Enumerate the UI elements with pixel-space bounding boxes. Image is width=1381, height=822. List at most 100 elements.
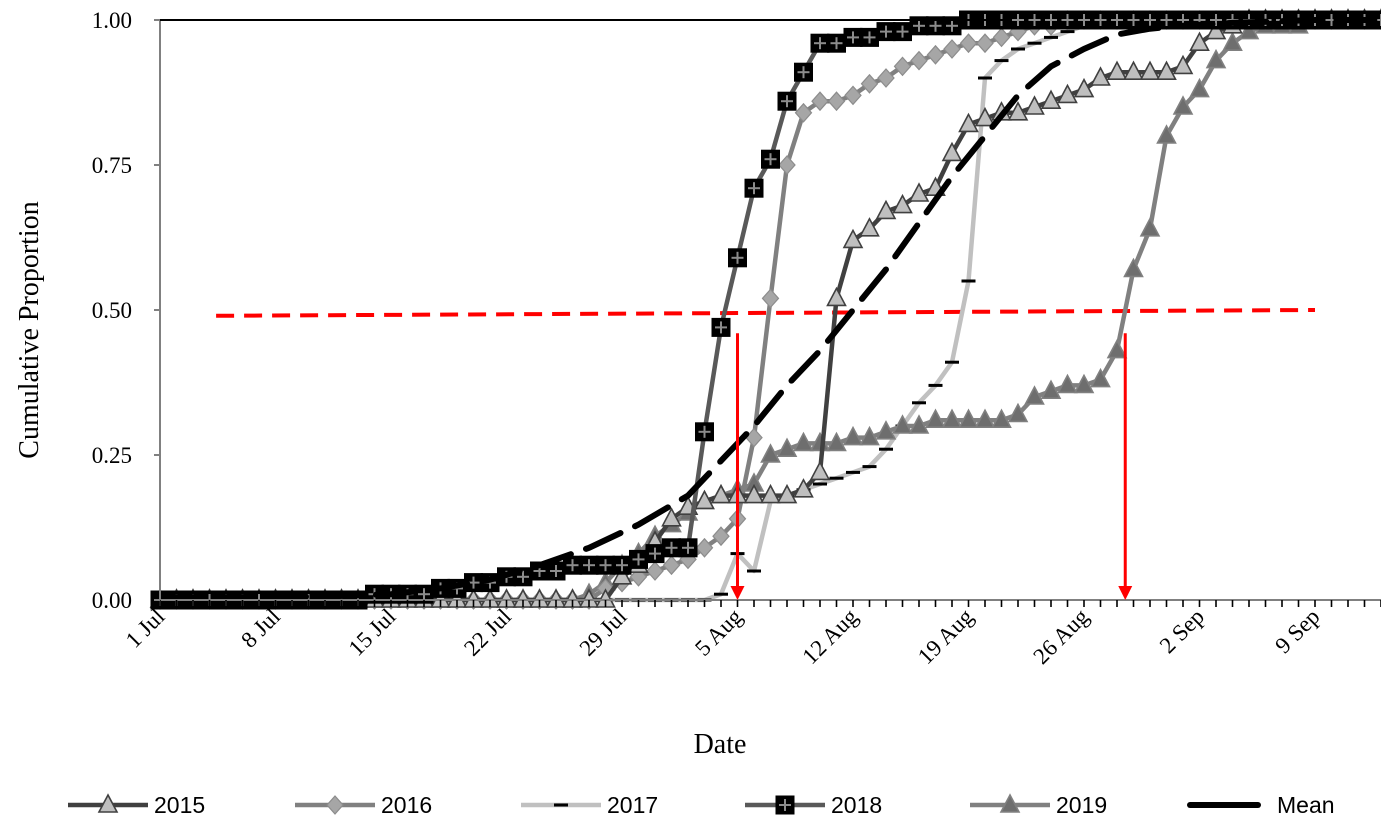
series-point: [842, 228, 864, 249]
series-point: [1073, 77, 1095, 98]
legend-label: 2016: [381, 792, 432, 818]
series-point: [662, 555, 681, 576]
x-tick-label: 12 Aug: [797, 604, 862, 669]
series-point: [1123, 60, 1144, 80]
series-point: [992, 27, 1011, 48]
legend-label: 2019: [1056, 792, 1107, 818]
y-axis-title: Cumulative Proportion: [14, 201, 45, 458]
legend-item-2018: 2018: [745, 792, 882, 818]
series-point: [908, 414, 930, 434]
series-point: [976, 33, 994, 54]
series-point: [991, 408, 1012, 429]
series-point: [875, 420, 897, 440]
median-arrow: [730, 333, 745, 600]
series-point: [793, 478, 814, 498]
series-point: [809, 460, 831, 481]
series-point: [811, 91, 829, 112]
arrow-head: [1118, 586, 1133, 600]
x-tick-label: 9 Sep: [1270, 604, 1324, 658]
series-line: [157, 17, 1381, 601]
legend-label: 2017: [607, 792, 658, 818]
legend-label: 2015: [154, 792, 205, 818]
arrow-head: [730, 586, 745, 600]
series-point: [611, 565, 633, 585]
series-point: [1073, 373, 1095, 394]
y-tick-label: 0.75: [92, 153, 132, 178]
x-tick-label: 5 Aug: [690, 604, 747, 661]
series-point: [941, 141, 963, 162]
series-point: [778, 155, 796, 175]
series-point: [1090, 367, 1111, 388]
series-point: [859, 217, 880, 237]
arrows-layer: [730, 333, 1133, 600]
series-point: [1024, 95, 1045, 115]
series-mean: [157, 17, 1381, 601]
series-point: [1238, 19, 1260, 40]
series-point: [958, 112, 979, 133]
series-point: [1057, 373, 1078, 394]
series-point: [958, 408, 979, 429]
x-tick-label: 26 Aug: [1028, 604, 1093, 669]
series-point: [1090, 66, 1111, 86]
series-point: [859, 425, 880, 446]
series-point: [1172, 95, 1194, 115]
series-point: [1007, 101, 1029, 121]
series-point: [1123, 257, 1144, 278]
series-point: [97, 793, 119, 813]
series-point: [743, 483, 765, 504]
series-point: [326, 795, 344, 815]
series-point: [760, 443, 781, 463]
x-tick-label: 29 Jul: [575, 604, 632, 661]
legend-item-mean: Mean: [1187, 792, 1335, 818]
series-point: [908, 182, 930, 202]
series-point: [1189, 77, 1210, 98]
series-point: [1189, 31, 1210, 52]
series-point: [761, 288, 780, 309]
series-point: [844, 85, 862, 106]
series-point: [1139, 60, 1161, 80]
series-point: [695, 537, 714, 558]
legend-item-2016: 2016: [295, 792, 432, 818]
x-axis-title: Date: [694, 729, 747, 760]
series-point: [694, 489, 715, 510]
y-tick-label: 0.50: [92, 298, 132, 323]
series-point: [959, 33, 978, 54]
series-point: [794, 102, 813, 123]
legend-item-2015: 2015: [68, 792, 205, 818]
series-point: [910, 50, 928, 71]
series-point: [1172, 54, 1194, 75]
series-point: [760, 483, 781, 504]
series-point: [661, 507, 682, 527]
median-arrow: [1118, 333, 1133, 600]
x-tick-label: 22 Jul: [459, 604, 516, 661]
series-point: [1222, 31, 1243, 52]
series-point: [1156, 124, 1177, 144]
legend-label: Mean: [1277, 792, 1335, 818]
series-point: [999, 793, 1021, 813]
series-point: [1057, 83, 1078, 104]
legend-item-2019: 2019: [970, 792, 1107, 818]
series-point: [842, 425, 864, 446]
annotations-layer: [216, 308, 1316, 318]
series-point: [793, 431, 814, 452]
series-point: [776, 437, 798, 458]
y-tick-label: 0.25: [92, 443, 132, 468]
series-point: [710, 483, 732, 504]
series-point: [1205, 19, 1227, 40]
x-tick-label: 8 Jul: [236, 604, 285, 653]
series-point: [827, 91, 846, 112]
series-point: [1024, 385, 1045, 405]
legend-item-2017: 2017: [521, 792, 658, 818]
x-tick-label: 15 Jul: [344, 604, 401, 661]
y-tick-label: 1.00: [92, 8, 132, 33]
series-point: [1156, 60, 1177, 80]
series-point: [712, 526, 730, 547]
series-point: [1040, 379, 1062, 400]
series-point: [974, 106, 996, 127]
series-point: [893, 56, 912, 77]
series-point: [926, 44, 945, 65]
series-point: [860, 73, 879, 94]
series-point: [892, 193, 913, 214]
series-point: [925, 408, 946, 429]
